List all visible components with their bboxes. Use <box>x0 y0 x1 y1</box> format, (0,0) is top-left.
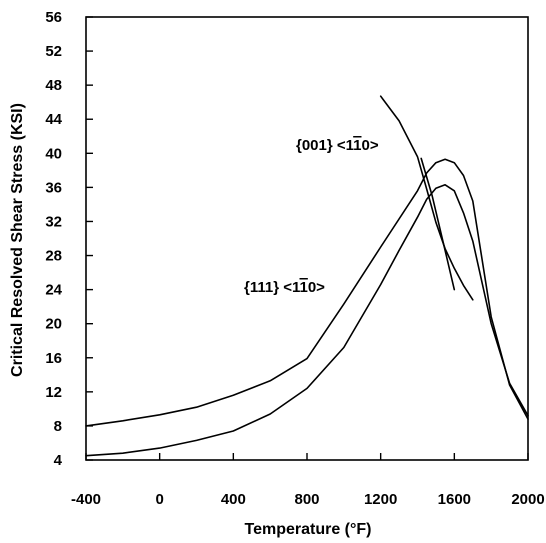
y-tick-label: 4 <box>54 452 63 469</box>
y-tick-label: 56 <box>45 9 62 26</box>
y-axis-title: Critical Resolved Shear Stress (KSI) <box>9 103 26 377</box>
series-001-line <box>379 95 474 301</box>
x-tick-label: 1600 <box>438 491 471 508</box>
annotation-001-110: {001} <110> <box>296 137 379 154</box>
x-tick-label: 2000 <box>511 491 544 508</box>
y-tick-label: 44 <box>45 111 62 128</box>
y-tick-label: 40 <box>45 145 62 162</box>
y-tick-label: 52 <box>45 43 62 60</box>
x-tick-label: 1200 <box>364 491 397 508</box>
x-tick-label: 0 <box>155 491 163 508</box>
y-tick-label: 24 <box>45 282 62 299</box>
x-tick-label: -400 <box>71 491 101 508</box>
x-axis-ticks: -400 0 400 800 1200 1600 2000 <box>71 453 545 508</box>
y-tick-label: 32 <box>45 213 62 230</box>
y-tick-label: 12 <box>45 384 62 401</box>
y-tick-label: 16 <box>45 350 62 367</box>
y-tick-label: 36 <box>45 179 62 196</box>
y-tick-label: 28 <box>45 248 62 265</box>
plot-area-frame <box>85 16 529 461</box>
x-tick-label: 800 <box>294 491 319 508</box>
y-tick-label: 48 <box>45 77 62 94</box>
series-111-upper-line <box>85 158 529 427</box>
overbar-digit: 1 <box>353 137 361 154</box>
y-tick-label: 20 <box>45 316 62 333</box>
y-tick-label: 8 <box>54 418 62 435</box>
series-001-branch-line <box>420 157 456 291</box>
x-tick-label: 400 <box>221 491 246 508</box>
annotation-111-110: {111} <110> <box>244 279 325 296</box>
x-axis-title: Temperature (°F) <box>244 521 371 538</box>
overbar-digit: 1 <box>300 279 308 296</box>
series-111-lower-line <box>85 184 529 457</box>
series-lines <box>85 95 529 457</box>
